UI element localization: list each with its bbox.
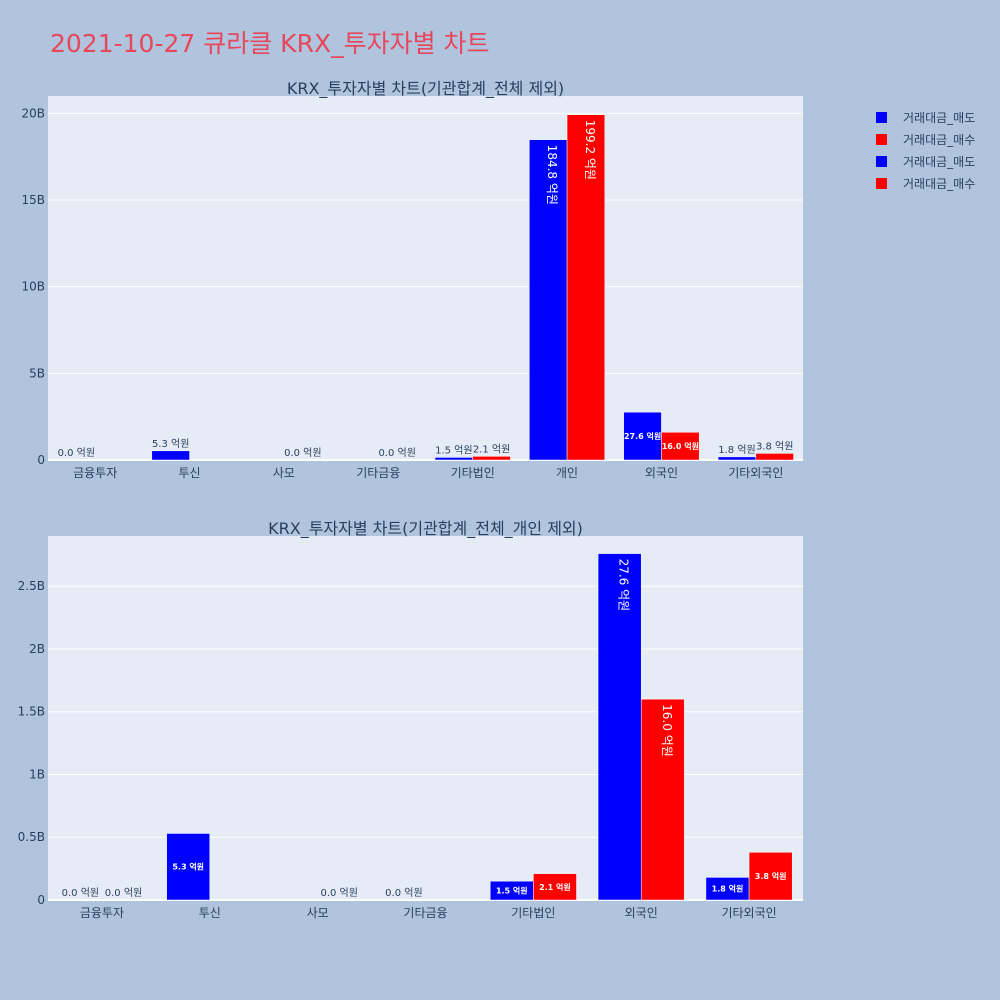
legend-label: 거래대금_매수: [903, 132, 976, 147]
x-tick-label: 기타법인: [451, 466, 495, 480]
data-label: 0.0 억원: [58, 447, 95, 459]
y-tick-label: 20B: [21, 106, 45, 120]
legend-item[interactable]: 거래대금_매수: [876, 172, 975, 194]
data-label: 2.1 억원: [473, 443, 510, 455]
y-tick-label: 0: [37, 453, 45, 467]
x-tick-label: 개인: [556, 466, 578, 480]
bar: [434, 457, 473, 461]
data-label: 0.0 억원: [62, 887, 99, 899]
data-label: 0.0 억원: [105, 887, 142, 899]
x-tick-label: 사모: [273, 466, 295, 480]
y-tick-label: 2.5B: [18, 579, 45, 593]
data-label: 0.0 억원: [284, 447, 321, 459]
chart-investor-1: KRX_투자자별 차트(기관합계_전체 제외) 0 5B 10B 15B 20B 금융투자 투…: [21, 79, 803, 480]
y-tick-label: 1.5B: [18, 705, 45, 719]
y-tick-label: 0: [37, 893, 45, 907]
x-tick-label: 투신: [179, 466, 201, 480]
legend-swatch: [876, 177, 887, 189]
data-label: 16.0 억원: [660, 704, 674, 757]
data-label: 184.8 억원: [545, 145, 559, 205]
bar: [623, 411, 662, 461]
x-tick-label: 사모: [307, 906, 329, 920]
bar: [717, 456, 757, 461]
data-label: 199.2 억원: [583, 120, 597, 180]
legend-item[interactable]: 거래대금_매도: [876, 106, 975, 128]
data-label: 5.3 억원: [172, 862, 204, 872]
bar: [755, 453, 794, 461]
bar: [566, 114, 606, 461]
data-label: 3.8 억원: [755, 871, 787, 881]
data-label: 27.6 억원: [624, 431, 661, 441]
bar: [640, 698, 685, 901]
chart-title: KRX_투자자별 차트(기관합계_전체 제외): [287, 79, 564, 99]
x-tick-label: 기타금융: [356, 466, 400, 480]
y-tick-label: 0.5B: [18, 830, 45, 844]
plot-area: [48, 536, 803, 900]
x-tick-label: 금융투자: [73, 466, 117, 480]
x-tick-label: 기타금융: [403, 906, 447, 920]
bar: [166, 833, 211, 901]
page-title: 2021-10-27 큐라클 KRX_투자자별 차트: [50, 29, 490, 58]
x-tick-label: 기타외국인: [728, 466, 783, 480]
data-label: 2.1 억원: [539, 882, 571, 892]
y-tick-label: 2B: [29, 642, 45, 656]
bar: [748, 852, 793, 901]
legend-swatch: [876, 133, 887, 145]
chart-title: KRX_투자자별 차트(기관합계_전체_개인 제외): [268, 519, 583, 539]
data-label: 3.8 억원: [756, 440, 793, 452]
bar: [472, 456, 511, 461]
x-tick-label: 외국인: [645, 466, 678, 480]
data-label: 5.3 억원: [152, 438, 189, 450]
y-tick-label: 15B: [21, 193, 45, 207]
data-label: 1.5 억원: [435, 444, 472, 456]
legend-item[interactable]: 거래대금_매수: [876, 128, 975, 150]
legend-label: 거래대금_매도: [903, 110, 976, 125]
data-label: 0.0 억원: [385, 887, 422, 899]
legend-swatch: [876, 155, 887, 167]
y-tick-label: 5B: [29, 366, 45, 380]
data-label: 1.8 억원: [712, 884, 744, 894]
legend-item[interactable]: 거래대금_매도: [876, 150, 975, 172]
bar: [661, 432, 700, 461]
legend-label: 거래대금_매도: [903, 154, 976, 169]
data-label: 16.0 억원: [662, 441, 699, 451]
x-tick-label: 기타외국인: [721, 906, 776, 920]
y-tick-label: 1B: [29, 767, 45, 781]
x-tick-label: 기타법인: [511, 906, 555, 920]
data-label: 0.0 억원: [320, 887, 357, 899]
y-tick-label: 10B: [21, 280, 45, 294]
bar: [533, 873, 577, 901]
x-tick-label: 투신: [199, 906, 221, 920]
x-tick-label: 외국인: [625, 906, 658, 920]
legend-label: 거래대금_매수: [903, 176, 976, 191]
data-label: 27.6 억원: [617, 559, 631, 612]
bar: [597, 553, 642, 901]
bar: [529, 139, 568, 461]
plot-area: [48, 96, 803, 460]
legend-swatch: [876, 111, 887, 123]
data-label: 1.5 억원: [496, 886, 528, 896]
chart-investor-2: KRX_투자자별 차트(기관합계_전체_개인 제외) 0 0.5B 1B 1.5B 2B 2…: [18, 519, 803, 920]
bar: [151, 450, 190, 461]
data-label: 0.0 억원: [378, 447, 415, 459]
data-label: 1.8 억원: [718, 444, 755, 456]
x-tick-label: 금융투자: [80, 906, 124, 920]
legend: 거래대금_매도 거래대금_매수 거래대금_매도 거래대금_매수: [876, 106, 975, 194]
